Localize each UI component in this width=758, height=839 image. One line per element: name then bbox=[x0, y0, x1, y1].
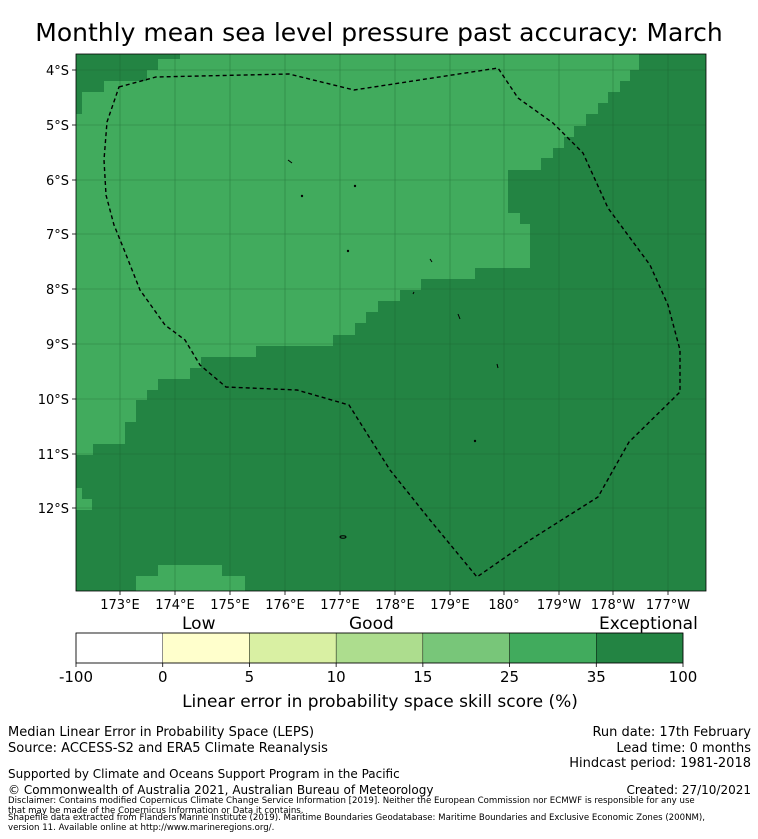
island bbox=[496, 363, 499, 369]
lat-tick-label: 7°S bbox=[46, 228, 69, 243]
colorbar-tick-label: 25 bbox=[500, 668, 519, 686]
island bbox=[300, 194, 304, 198]
island bbox=[457, 313, 461, 320]
skill-region-good bbox=[76, 54, 639, 591]
lon-tick-label: 177°E bbox=[320, 598, 360, 613]
lat-tick-label: 10°S bbox=[38, 393, 69, 408]
footer-support: Supported by Climate and Oceans Support … bbox=[8, 767, 400, 781]
colorbar-axis-title: Linear error in probability space skill … bbox=[182, 692, 578, 712]
island bbox=[287, 159, 293, 164]
map-panel: 4°S 5°S 6°S 7°S 8°S 9°S 10°S 11°S 12°S 173°E 174°… bbox=[38, 53, 707, 613]
lon-tick-label: 174°E bbox=[155, 598, 195, 613]
lon-tick-label: 175°E bbox=[210, 598, 250, 613]
longitude-axis: 173°E 174°E 175°E 176°E 177°E 178°E 179°E 180° 1… bbox=[100, 591, 690, 613]
lon-tick-label: 180° bbox=[488, 598, 519, 613]
lat-tick-label: 11°S bbox=[38, 448, 69, 463]
skill-patch-northwest bbox=[76, 54, 180, 114]
footer-copyright: © Commonwealth of Australia 2021, Austra… bbox=[8, 783, 434, 797]
colorbar-tick-label: 0 bbox=[158, 668, 168, 686]
chart-title: Monthly mean sea level pressure past acc… bbox=[35, 18, 723, 47]
lon-tick-label: 176°E bbox=[265, 598, 305, 613]
lon-tick-label: 178°E bbox=[375, 598, 415, 613]
footer-source: Source: ACCESS-S2 and ERA5 Climate Reana… bbox=[8, 741, 328, 756]
lon-tick-label: 173°E bbox=[100, 598, 140, 613]
island bbox=[353, 184, 357, 188]
island bbox=[429, 258, 433, 263]
lat-tick-label: 12°S bbox=[38, 502, 69, 517]
footer-created: Created: 27/10/2021 bbox=[626, 783, 751, 797]
map-gridlines bbox=[76, 54, 706, 591]
footer-lead-time: Lead time: 0 months bbox=[616, 741, 751, 756]
colorbar-tick-label: 15 bbox=[413, 668, 432, 686]
footer-shapefile-line1: Shapefile data extracted from Flanders M… bbox=[8, 813, 705, 823]
eez-boundary bbox=[103, 67, 681, 578]
colorbar-tick-label: 5 bbox=[245, 668, 255, 686]
footer-disclaimer-line2: that may be made of the Copernicus Infor… bbox=[8, 806, 304, 816]
lon-tick-label: 179°E bbox=[430, 598, 470, 613]
colorbar-category-exceptional: Exceptional bbox=[599, 614, 698, 634]
lon-tick-label: 177°W bbox=[646, 598, 690, 613]
lat-tick-label: 8°S bbox=[46, 283, 69, 298]
lat-tick-label: 4°S bbox=[46, 64, 69, 79]
island bbox=[346, 249, 350, 253]
lon-tick-label: 178°W bbox=[591, 598, 635, 613]
colorbar-tick-label: -100 bbox=[59, 668, 93, 686]
footer-run-date: Run date: 17th February bbox=[592, 725, 751, 740]
island bbox=[339, 535, 347, 539]
colorbar-tick-label: 100 bbox=[669, 668, 698, 686]
colorbar-category-low: Low bbox=[182, 614, 216, 634]
island bbox=[412, 291, 415, 295]
footer-hindcast-period: Hindcast period: 1981-2018 bbox=[569, 756, 751, 771]
footer-shapefile-line2: version 11. Available online at http://w… bbox=[8, 823, 275, 833]
latitude-axis: 4°S 5°S 6°S 7°S 8°S 9°S 10°S 11°S 12°S bbox=[38, 64, 76, 517]
lat-tick-label: 6°S bbox=[46, 174, 69, 189]
footer-disclaimer-line1: Disclaimer: Contains modified Copernicus… bbox=[8, 796, 695, 806]
lat-tick-label: 9°S bbox=[46, 338, 69, 353]
colorbar-tick-label: 10 bbox=[327, 668, 346, 686]
colorbar-category-good: Good bbox=[349, 614, 394, 634]
footer-leps-label: Median Linear Error in Probability Space… bbox=[8, 725, 315, 740]
lat-tick-label: 5°S bbox=[46, 119, 69, 134]
lon-tick-label: 179°W bbox=[537, 598, 581, 613]
map-frame bbox=[75, 53, 707, 592]
colorbar-tick-label: 35 bbox=[587, 668, 606, 686]
island bbox=[473, 439, 477, 443]
islands bbox=[287, 159, 499, 539]
